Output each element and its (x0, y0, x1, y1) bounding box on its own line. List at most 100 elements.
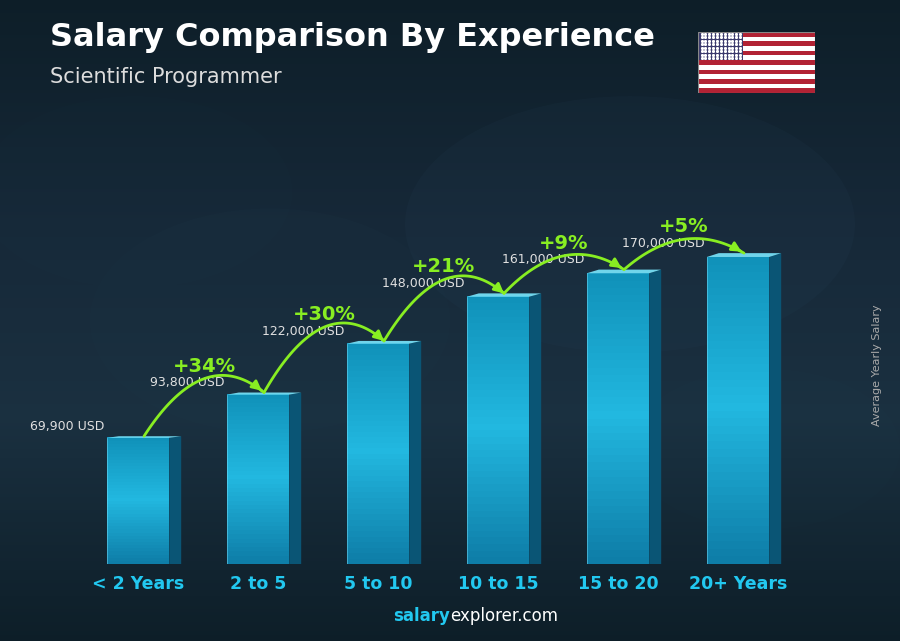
Bar (706, 433, 770, 441)
Bar (107, 478, 169, 482)
Bar (587, 419, 649, 426)
Bar (467, 510, 529, 517)
Bar (0, 96, 900, 99)
Bar (0, 455, 900, 458)
Bar (706, 387, 770, 395)
Bar (0, 93, 900, 96)
Bar (0, 192, 900, 196)
Bar (587, 382, 649, 390)
Bar (346, 344, 410, 349)
Bar (227, 441, 289, 445)
Bar (0, 612, 900, 615)
Bar (0, 154, 900, 157)
Bar (0, 205, 900, 208)
Bar (587, 367, 649, 375)
Bar (0, 327, 900, 330)
Bar (0, 619, 900, 622)
Bar (0, 599, 900, 603)
Bar (0, 615, 900, 619)
Bar (0, 609, 900, 612)
Bar (0, 173, 900, 176)
Bar (587, 454, 649, 462)
Bar (0, 263, 900, 266)
Bar (346, 531, 410, 537)
Bar (346, 382, 410, 388)
Bar (0, 22, 900, 26)
Bar (227, 547, 289, 551)
Bar (346, 415, 410, 421)
Bar (0, 67, 900, 71)
Bar (587, 338, 649, 346)
Bar (346, 431, 410, 437)
Bar (587, 433, 649, 440)
Bar (0, 526, 900, 529)
Bar (227, 517, 289, 522)
Bar (706, 379, 770, 388)
Bar (467, 343, 529, 350)
Bar (0, 138, 900, 141)
Bar (0, 397, 900, 401)
Bar (346, 470, 410, 476)
Bar (0, 215, 900, 218)
Bar (0, 426, 900, 429)
Bar (107, 513, 169, 517)
Bar (0, 35, 900, 38)
Bar (346, 399, 410, 404)
Bar (227, 538, 289, 543)
Bar (0, 404, 900, 407)
Bar (0, 529, 900, 532)
Bar (0, 570, 900, 574)
Bar (467, 551, 529, 558)
Bar (346, 481, 410, 487)
Bar (0, 279, 900, 282)
Bar (346, 497, 410, 503)
Bar (0, 87, 900, 90)
Bar (0, 276, 900, 279)
Bar (0, 80, 900, 83)
Bar (0, 253, 900, 256)
Bar (0, 465, 900, 468)
Bar (0, 221, 900, 224)
Bar (0, 577, 900, 580)
Bar (587, 280, 649, 288)
Bar (107, 494, 169, 498)
Bar (0, 38, 900, 42)
Bar (107, 504, 169, 507)
Bar (587, 491, 649, 499)
Bar (467, 303, 529, 310)
Text: 122,000 USD: 122,000 USD (262, 325, 345, 338)
Bar (587, 506, 649, 513)
Bar (107, 491, 169, 495)
Bar (107, 485, 169, 488)
Bar (467, 450, 529, 457)
Bar (0, 141, 900, 144)
Bar (227, 479, 289, 483)
Bar (587, 374, 649, 382)
Bar (0, 90, 900, 93)
Bar (0, 340, 900, 343)
Bar (467, 317, 529, 324)
Bar (107, 560, 169, 564)
Bar (706, 548, 770, 556)
Bar (0, 324, 900, 327)
Text: Scientific Programmer: Scientific Programmer (50, 67, 281, 87)
Bar (698, 79, 814, 83)
Bar (698, 83, 814, 88)
Bar (107, 450, 169, 454)
Bar (587, 469, 649, 477)
Bar (346, 520, 410, 526)
Polygon shape (346, 341, 421, 344)
Bar (0, 202, 900, 205)
Bar (0, 519, 900, 522)
Bar (0, 317, 900, 320)
Bar (706, 410, 770, 418)
Bar (0, 388, 900, 391)
Bar (346, 553, 410, 558)
Bar (0, 375, 900, 378)
Bar (0, 122, 900, 125)
Bar (0, 330, 900, 333)
Bar (0, 0, 900, 3)
Bar (0, 462, 900, 465)
Bar (587, 484, 649, 492)
Bar (107, 548, 169, 551)
